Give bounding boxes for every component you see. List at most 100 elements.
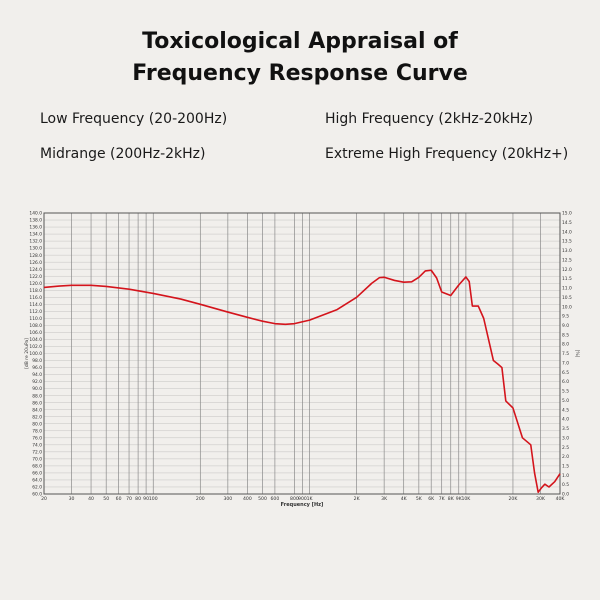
y-tick-label: 112.0 — [29, 309, 42, 315]
y-tick-label: 84.0 — [32, 407, 42, 413]
y-tick-label: 118.0 — [29, 288, 42, 294]
x-tick-label: 10K — [461, 496, 471, 502]
y-tick-label: 86.0 — [32, 400, 42, 406]
y2-tick-label: 0.0 — [562, 492, 569, 498]
y2-tick-label: 11.5 — [562, 276, 572, 282]
y-tick-label: 120.0 — [29, 281, 42, 287]
x-tick-label: 500 — [258, 496, 267, 502]
y-tick-label: 60.0 — [32, 492, 42, 498]
y2-tick-label: 6.5 — [562, 370, 569, 376]
x-tick-label: 100 — [149, 496, 158, 502]
y2-tick-label: 1.5 — [562, 464, 569, 470]
y-tick-label: 76.0 — [32, 435, 42, 441]
y-tick-label: 106.0 — [29, 330, 42, 336]
y2-tick-label: 9.0 — [562, 323, 569, 329]
y-tick-label: 90.0 — [32, 386, 42, 392]
x-tick-label: 7K — [439, 496, 446, 502]
title-line-1: Toxicological Appraisal of — [142, 29, 458, 54]
y2-tick-label: 10.0 — [562, 304, 572, 310]
y-tick-label: 126.0 — [29, 260, 42, 266]
title-line-2: Frequency Response Curve — [132, 61, 468, 86]
y2-tick-label: 2.5 — [562, 445, 569, 451]
x-tick-label: 300 — [223, 496, 232, 502]
y2-tick-label: 7.5 — [562, 351, 569, 357]
plot-frame — [43, 212, 561, 495]
y-tick-label: 124.0 — [29, 267, 42, 273]
y-tick-label: 64.0 — [32, 478, 42, 484]
x-tick-label: 6K — [428, 496, 435, 502]
y-tick-label: 88.0 — [32, 393, 42, 399]
x-tick-label: 5K — [416, 496, 423, 502]
y2-tick-label: 7.0 — [562, 360, 569, 366]
y2-tick-label: 0.5 — [562, 482, 569, 488]
y2-tick-label: 8.5 — [562, 332, 569, 338]
y-tick-label: 132.0 — [29, 239, 42, 245]
x-tick-label: 40 — [88, 496, 94, 502]
band-label-mid: Midrange (200Hz-2kHz) — [40, 146, 206, 162]
y2-tick-label: 8.0 — [562, 342, 569, 348]
y2-tick-label: 3.5 — [562, 426, 569, 432]
y-tick-label: 134.0 — [29, 232, 42, 238]
y-tick-label: 104.0 — [29, 337, 42, 343]
y-tick-label: 110.0 — [29, 316, 42, 322]
chart-title: Toxicological Appraisal of Frequency Res… — [0, 26, 600, 90]
x-tick-label: 20K — [509, 496, 519, 502]
x-tick-label: 400 — [243, 496, 252, 502]
x-tick-label: 30K — [536, 496, 546, 502]
y-tick-label: 94.0 — [32, 372, 42, 378]
x-tick-label: 3K — [381, 496, 388, 502]
x-tick-label: 40K — [556, 496, 566, 502]
x-tick-labels: 20 30 40 50 60 70 80 90 100 200 300 400 500 600 800 900… — [41, 496, 565, 502]
grid — [43, 212, 561, 495]
y2-tick-label: 12.0 — [562, 267, 572, 273]
y2-tick-label: 6.0 — [562, 379, 569, 385]
y-axis-label: [dB re 20uPa] — [24, 338, 30, 369]
y-tick-label: 62.0 — [32, 485, 42, 491]
y2-tick-label: 13.5 — [562, 239, 572, 245]
y-tick-label: 102.0 — [29, 344, 42, 350]
y-tick-labels: 60.062.064.066.068.0 70.072.074.076.078.0… — [29, 211, 42, 498]
x-tick-label: 1K — [307, 496, 314, 502]
x-axis-label: Frequency [Hz] — [281, 502, 324, 508]
y-tick-label: 66.0 — [32, 471, 42, 477]
x-tick-label: 80 — [135, 496, 141, 502]
y2-tick-label: 1.0 — [562, 473, 569, 479]
y2-axis-label: [%] — [574, 350, 580, 358]
y-tick-label: 96.0 — [32, 365, 42, 371]
y-tick-label: 82.0 — [32, 414, 42, 420]
y-tick-label: 136.0 — [29, 225, 42, 231]
y2-tick-label: 5.0 — [562, 398, 569, 404]
y-tick-label: 92.0 — [32, 379, 42, 385]
y2-tick-label: 5.5 — [562, 389, 569, 395]
x-tick-label: 4K — [401, 496, 408, 502]
y2-tick-label: 3.0 — [562, 435, 569, 441]
y2-tick-label: 4.5 — [562, 407, 569, 413]
x-tick-label: 30 — [69, 496, 75, 502]
band-label-low: Low Frequency (20-200Hz) — [40, 111, 228, 127]
y2-tick-label: 9.5 — [562, 314, 569, 320]
x-tick-label: 9K — [456, 496, 463, 502]
x-tick-label: 70 — [126, 496, 132, 502]
y-tick-label: 68.0 — [32, 464, 42, 470]
y2-tick-label: 11.0 — [562, 286, 572, 292]
y-tick-label: 74.0 — [32, 442, 42, 448]
y-tick-label: 122.0 — [29, 274, 42, 280]
band-label-high: High Frequency (2kHz-20kHz) — [325, 111, 534, 127]
y-tick-label: 100.0 — [29, 351, 42, 357]
y-tick-label: 130.0 — [29, 246, 42, 252]
y2-tick-label: 14.5 — [562, 220, 572, 226]
y-tick-label: 128.0 — [29, 253, 42, 259]
y-tick-label: 78.0 — [32, 428, 42, 434]
x-tick-label: 900 — [298, 496, 307, 502]
y-tick-label: 70.0 — [32, 456, 42, 462]
x-tick-label: 20 — [41, 496, 47, 502]
y2-tick-label: 15.0 — [562, 211, 572, 217]
y-tick-label: 80.0 — [32, 421, 42, 427]
y2-tick-label: 13.0 — [562, 248, 572, 254]
y-tick-label: 98.0 — [32, 358, 42, 364]
band-label-extreme-high: Extreme High Frequency (20kHz+) — [325, 146, 569, 162]
y-tick-label: 138.0 — [29, 218, 42, 224]
y2-tick-label: 2.0 — [562, 454, 569, 460]
x-tick-label: 2K — [354, 496, 361, 502]
y-tick-label: 72.0 — [32, 449, 42, 455]
